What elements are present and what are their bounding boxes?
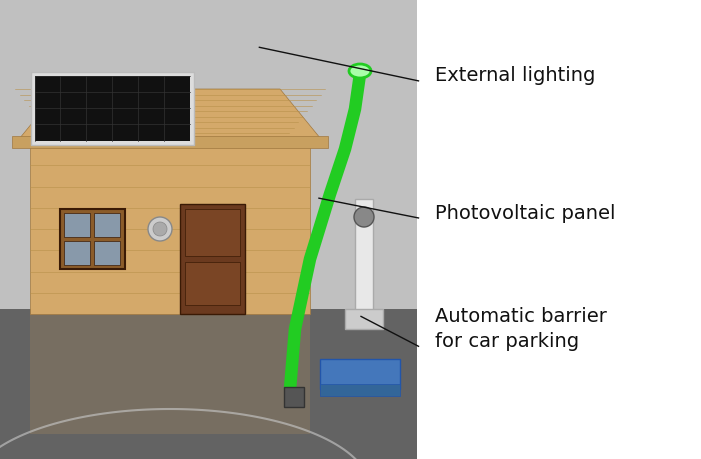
Bar xyxy=(60,210,125,269)
Bar xyxy=(185,210,240,257)
Bar xyxy=(64,213,90,237)
Ellipse shape xyxy=(349,65,371,79)
Bar xyxy=(0,309,417,459)
Bar xyxy=(30,145,310,314)
Text: External lighting: External lighting xyxy=(435,66,595,85)
Bar xyxy=(185,263,240,305)
Bar xyxy=(417,0,701,459)
Text: Photovoltaic panel: Photovoltaic panel xyxy=(435,204,615,223)
Text: Automatic barrier
for car parking: Automatic barrier for car parking xyxy=(435,306,606,350)
Bar xyxy=(0,309,417,459)
Circle shape xyxy=(354,207,374,228)
Bar xyxy=(35,77,190,142)
Bar xyxy=(0,0,417,309)
Bar xyxy=(180,205,245,314)
Circle shape xyxy=(148,218,172,241)
Bar xyxy=(320,359,400,389)
Bar xyxy=(31,73,194,146)
Bar xyxy=(94,213,120,237)
Bar xyxy=(12,137,328,149)
Bar xyxy=(320,384,400,396)
Bar xyxy=(94,241,120,265)
Circle shape xyxy=(153,223,167,236)
Bar xyxy=(30,314,310,434)
Bar xyxy=(345,309,383,329)
Bar xyxy=(64,241,90,265)
Polygon shape xyxy=(15,90,325,145)
Bar xyxy=(355,200,373,319)
Bar xyxy=(140,127,162,141)
Bar xyxy=(284,387,304,407)
